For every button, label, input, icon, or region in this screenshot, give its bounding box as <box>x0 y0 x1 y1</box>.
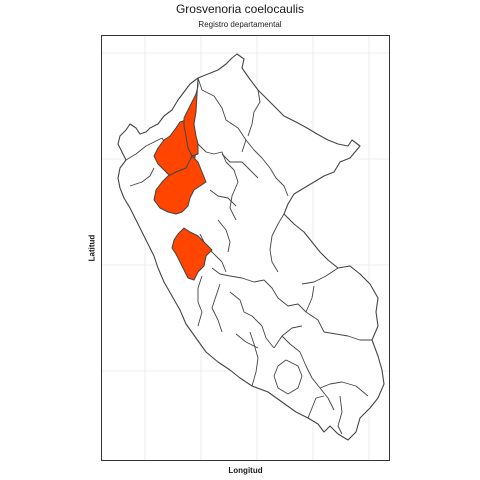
highlighted-regions <box>153 77 213 281</box>
peru-map <box>102 36 389 460</box>
map-subtitle: Registro departamental <box>198 20 282 29</box>
map-title: Grosvenoria coelocaulis <box>175 2 305 16</box>
region-la-libertad <box>153 155 207 215</box>
region-ancash <box>171 227 213 281</box>
region-cajamarca-east <box>183 77 199 157</box>
map-panel <box>101 35 390 461</box>
peru-outline <box>117 53 385 441</box>
y-axis-label: Latitud <box>87 234 97 262</box>
x-axis-label: Longitud <box>228 466 263 475</box>
